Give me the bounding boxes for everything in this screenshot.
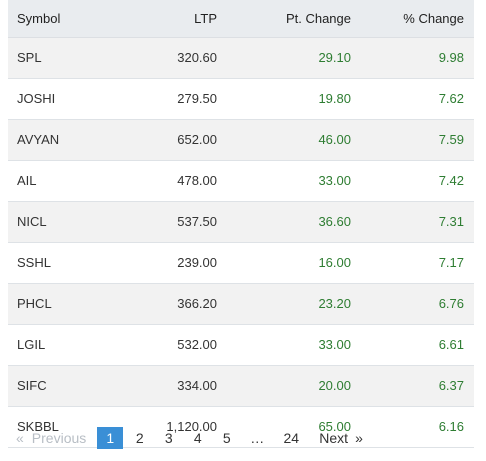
double-chevron-left-icon: «	[16, 430, 24, 446]
header-ltp[interactable]: LTP	[138, 0, 217, 38]
table-row: JOSHI 279.50 19.80 7.62	[8, 78, 474, 120]
pct-change-cell: 7.62	[351, 78, 474, 120]
ltp-cell: 537.50	[138, 201, 217, 243]
table-body: SPL 320.60 29.10 9.98 JOSHI 279.50 19.80…	[8, 37, 474, 448]
pt-change-cell: 46.00	[217, 119, 351, 161]
header-symbol[interactable]: Symbol	[8, 0, 138, 38]
pt-change-cell: 23.20	[217, 283, 351, 325]
ltp-cell: 334.00	[138, 365, 217, 407]
pct-change-cell: 7.42	[351, 160, 474, 202]
pct-change-cell: 6.16	[351, 406, 474, 448]
ltp-cell: 239.00	[138, 242, 217, 284]
ltp-cell: 532.00	[138, 324, 217, 366]
pct-change-cell: 9.98	[351, 37, 474, 79]
symbol-cell[interactable]: JOSHI	[8, 78, 138, 120]
double-chevron-right-icon[interactable]: »	[355, 430, 363, 446]
header-pct-change[interactable]: % Change	[351, 0, 474, 38]
symbol-cell[interactable]: LGIL	[8, 324, 138, 366]
pct-change-cell: 6.37	[351, 365, 474, 407]
header-row: Symbol LTP Pt. Change % Change	[8, 0, 474, 38]
ltp-cell: 478.00	[138, 160, 217, 202]
symbol-cell[interactable]: SIFC	[8, 365, 138, 407]
pt-change-cell: 19.80	[217, 78, 351, 120]
symbol-cell[interactable]: AVYAN	[8, 119, 138, 161]
table-row: LGIL 532.00 33.00 6.61	[8, 324, 474, 366]
header-pt-change[interactable]: Pt. Change	[217, 0, 351, 38]
page-button-2[interactable]: 2	[135, 430, 144, 446]
ltp-cell: 366.20	[138, 283, 217, 325]
pt-change-cell: 33.00	[217, 324, 351, 366]
ltp-cell: 320.60	[138, 37, 217, 79]
page-button-5[interactable]: 5	[222, 430, 231, 446]
previous-page-button[interactable]: Previous	[31, 430, 87, 446]
ltp-cell: 279.50	[138, 78, 217, 120]
pagination: « Previous 1 2 3 4 5 … 24 Next »	[16, 427, 363, 449]
symbol-cell[interactable]: SPL	[8, 37, 138, 79]
table-row: NICL 537.50 36.60 7.31	[8, 201, 474, 243]
table-header: Symbol LTP Pt. Change % Change	[8, 0, 474, 38]
ltp-cell: 652.00	[138, 119, 217, 161]
table-row: PHCL 366.20 23.20 6.76	[8, 283, 474, 325]
pt-change-cell: 29.10	[217, 37, 351, 79]
pct-change-cell: 7.59	[351, 119, 474, 161]
page-button-3[interactable]: 3	[164, 430, 173, 446]
table-row: AVYAN 652.00 46.00 7.59	[8, 119, 474, 161]
table-row: SIFC 334.00 20.00 6.37	[8, 365, 474, 407]
next-page-button[interactable]: Next	[319, 430, 349, 446]
pct-change-cell: 6.61	[351, 324, 474, 366]
gainers-table: Symbol LTP Pt. Change % Change SPL 320.6…	[8, 0, 474, 448]
page-button-last[interactable]: 24	[283, 430, 300, 446]
table-row: SSHL 239.00 16.00 7.17	[8, 242, 474, 284]
ltp-cell: 1,120.00	[138, 406, 217, 448]
table-row: SPL 320.60 29.10 9.98	[8, 37, 474, 79]
pt-change-cell: 65.00	[217, 406, 351, 448]
symbol-cell[interactable]: AIL	[8, 160, 138, 202]
table-row: SKBBL 1,120.00 65.00 6.16	[8, 406, 474, 448]
symbol-cell[interactable]: NICL	[8, 201, 138, 243]
table-row: AIL 478.00 33.00 7.42	[8, 160, 474, 202]
pt-change-cell: 20.00	[217, 365, 351, 407]
pt-change-cell: 16.00	[217, 242, 351, 284]
symbol-cell[interactable]: PHCL	[8, 283, 138, 325]
page-button-1[interactable]: 1	[97, 427, 124, 449]
pct-change-cell: 7.17	[351, 242, 474, 284]
pct-change-cell: 6.76	[351, 283, 474, 325]
pagination-ellipsis: …	[250, 430, 265, 446]
symbol-cell[interactable]: SSHL	[8, 242, 138, 284]
pt-change-cell: 36.60	[217, 201, 351, 243]
page-button-4[interactable]: 4	[193, 430, 202, 446]
pct-change-cell: 7.31	[351, 201, 474, 243]
pt-change-cell: 33.00	[217, 160, 351, 202]
